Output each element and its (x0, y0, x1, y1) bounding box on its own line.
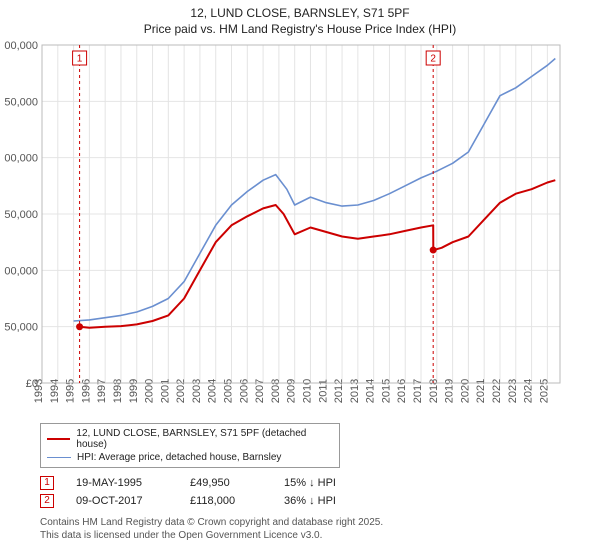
svg-text:£250,000: £250,000 (4, 97, 38, 109)
svg-text:2024: 2024 (523, 379, 535, 403)
svg-text:2014: 2014 (365, 379, 377, 403)
svg-text:2012: 2012 (333, 379, 345, 403)
svg-text:2025: 2025 (538, 379, 550, 403)
svg-text:2015: 2015 (380, 379, 392, 403)
svg-text:2000: 2000 (144, 379, 156, 403)
svg-text:2019: 2019 (444, 379, 456, 403)
svg-text:1998: 1998 (112, 379, 124, 403)
legend: 12, LUND CLOSE, BARNSLEY, S71 5PF (detac… (40, 423, 340, 468)
svg-text:1994: 1994 (49, 379, 61, 403)
svg-text:2007: 2007 (254, 379, 266, 403)
svg-text:2021: 2021 (475, 379, 487, 403)
footer-line-1: Contains HM Land Registry data © Crown c… (40, 516, 600, 529)
sale-row: 1 19-MAY-1995 £49,950 15% ↓ HPI (40, 474, 600, 492)
svg-text:2013: 2013 (349, 379, 361, 403)
svg-text:2002: 2002 (175, 379, 187, 403)
svg-text:2016: 2016 (396, 379, 408, 403)
sale-rows: 1 19-MAY-1995 £49,950 15% ↓ HPI 2 09-OCT… (40, 474, 600, 510)
title-address: 12, LUND CLOSE, BARNSLEY, S71 5PF (0, 6, 600, 22)
svg-text:1: 1 (77, 54, 83, 65)
svg-text:2009: 2009 (286, 379, 298, 403)
sale-diff-1: 15% ↓ HPI (284, 477, 374, 489)
svg-text:2017: 2017 (412, 379, 424, 403)
svg-text:2020: 2020 (459, 379, 471, 403)
legend-item-hpi: HPI: Average price, detached house, Barn… (47, 451, 333, 464)
title-block: 12, LUND CLOSE, BARNSLEY, S71 5PF Price … (0, 0, 600, 39)
svg-text:1999: 1999 (128, 379, 140, 403)
chart-container: 12, LUND CLOSE, BARNSLEY, S71 5PF Price … (0, 0, 600, 560)
chart-svg: £0£50,000£100,000£150,000£200,000£250,00… (4, 39, 564, 419)
svg-text:2: 2 (430, 54, 436, 65)
legend-label-hpi: HPI: Average price, detached house, Barn… (77, 452, 281, 463)
svg-text:2023: 2023 (507, 379, 519, 403)
sale-price-2: £118,000 (190, 495, 262, 507)
svg-text:£100,000: £100,000 (4, 266, 38, 278)
legend-item-property: 12, LUND CLOSE, BARNSLEY, S71 5PF (detac… (47, 427, 333, 451)
footer: Contains HM Land Registry data © Crown c… (40, 516, 600, 542)
svg-text:£200,000: £200,000 (4, 153, 38, 165)
sale-marker-2: 2 (40, 494, 54, 508)
chart-area: £0£50,000£100,000£150,000£200,000£250,00… (4, 39, 564, 419)
sale-marker-1: 1 (40, 476, 54, 490)
svg-text:2022: 2022 (491, 379, 503, 403)
svg-text:1997: 1997 (96, 379, 108, 403)
legend-swatch-property (47, 438, 70, 440)
svg-text:2010: 2010 (301, 379, 313, 403)
svg-text:£300,000: £300,000 (4, 40, 38, 52)
footer-line-2: This data is licensed under the Open Gov… (40, 529, 600, 542)
legend-swatch-hpi (47, 457, 71, 459)
title-subtitle: Price paid vs. HM Land Registry's House … (0, 22, 600, 38)
sale-date-1: 19-MAY-1995 (76, 477, 168, 489)
svg-text:£150,000: £150,000 (4, 209, 38, 221)
svg-text:2003: 2003 (191, 379, 203, 403)
svg-text:£50,000: £50,000 (4, 322, 38, 334)
svg-text:2018: 2018 (428, 379, 440, 403)
legend-label-property: 12, LUND CLOSE, BARNSLEY, S71 5PF (detac… (76, 428, 333, 450)
svg-text:2004: 2004 (207, 379, 219, 403)
svg-text:1993: 1993 (33, 379, 45, 403)
svg-text:2006: 2006 (238, 379, 250, 403)
sale-date-2: 09-OCT-2017 (76, 495, 168, 507)
svg-text:1996: 1996 (80, 379, 92, 403)
sale-row: 2 09-OCT-2017 £118,000 36% ↓ HPI (40, 492, 600, 510)
svg-text:1995: 1995 (65, 379, 77, 403)
svg-text:2001: 2001 (159, 379, 171, 403)
svg-text:2008: 2008 (270, 379, 282, 403)
sale-diff-2: 36% ↓ HPI (284, 495, 374, 507)
sale-price-1: £49,950 (190, 477, 262, 489)
svg-text:2005: 2005 (223, 379, 235, 403)
